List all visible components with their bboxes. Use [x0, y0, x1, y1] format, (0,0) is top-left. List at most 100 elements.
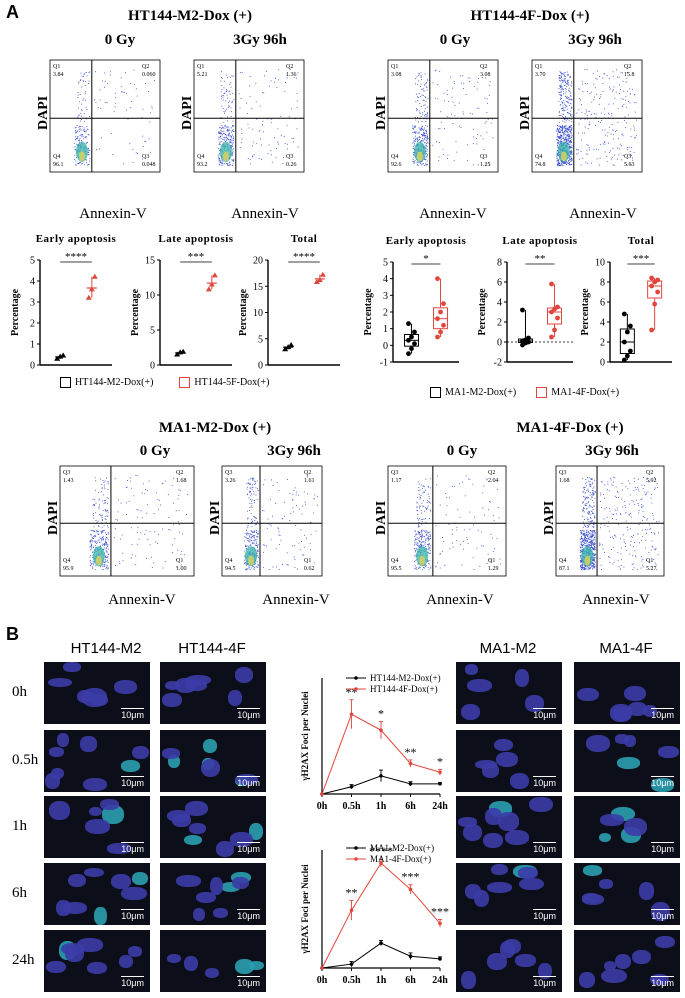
micrograph: 10μm	[574, 730, 680, 792]
event-dot	[654, 487, 656, 489]
event-dot	[568, 140, 569, 141]
event-dot	[253, 546, 255, 548]
event-dot	[418, 121, 419, 123]
event-dot	[467, 159, 468, 161]
event-dot	[485, 163, 487, 165]
event-dot	[257, 550, 259, 551]
event-dot	[428, 547, 430, 549]
event-dot	[107, 483, 109, 485]
event-dot	[588, 513, 590, 515]
event-dot	[641, 484, 643, 486]
event-dot	[115, 97, 117, 99]
event-dot	[102, 80, 103, 82]
event-dot	[223, 133, 225, 134]
event-dot	[559, 115, 561, 116]
event-dot	[568, 135, 569, 137]
event-dot	[425, 153, 427, 155]
event-dot	[102, 539, 104, 540]
event-dot	[637, 533, 639, 535]
event-dot	[427, 493, 429, 495]
event-dot	[94, 542, 96, 544]
event-dot	[476, 143, 478, 145]
event-dot	[107, 568, 109, 569]
event-dot	[567, 81, 569, 82]
event-dot	[631, 154, 632, 156]
event-dot	[567, 82, 569, 84]
event-dot	[611, 129, 613, 131]
quadrant-value: 1.17	[391, 478, 402, 484]
event-dot	[567, 131, 569, 132]
event-dot	[608, 113, 610, 115]
data-point	[649, 275, 655, 281]
event-dot	[594, 538, 596, 540]
event-dot	[257, 536, 259, 537]
event-dot	[415, 137, 417, 139]
event-dot	[430, 510, 431, 512]
event-dot	[81, 103, 82, 105]
event-dot	[558, 141, 560, 143]
event-dot	[259, 105, 261, 107]
plot-frame	[221, 465, 323, 577]
event-dot	[567, 128, 569, 130]
event-dot	[101, 540, 103, 542]
event-dot	[594, 549, 595, 551]
event-dot	[564, 75, 565, 77]
event-dot	[596, 148, 597, 150]
event-dot	[569, 159, 570, 161]
event-dot	[558, 78, 560, 80]
event-dot	[227, 134, 229, 136]
event-dot	[414, 544, 415, 546]
event-dot	[86, 159, 87, 161]
event-dot	[253, 491, 255, 493]
event-dot	[474, 516, 476, 518]
event-dot	[146, 504, 148, 506]
event-dot	[108, 533, 110, 535]
event-dot	[415, 550, 417, 551]
event-dot	[612, 103, 614, 105]
event-dot	[585, 479, 587, 480]
event-dot	[477, 133, 479, 135]
data-point	[621, 311, 627, 317]
event-dot	[652, 514, 654, 516]
event-dot	[584, 487, 585, 489]
data-point	[552, 327, 557, 333]
event-dot	[592, 560, 594, 561]
event-dot	[103, 569, 105, 571]
event-dot	[417, 139, 419, 141]
event-dot	[589, 567, 590, 569]
event-dot	[597, 70, 598, 72]
event-dot	[271, 161, 273, 163]
event-dot	[92, 505, 94, 507]
event-dot	[611, 158, 612, 160]
event-dot	[99, 514, 101, 515]
event-dot	[469, 81, 471, 82]
event-dot	[557, 133, 559, 135]
event-dot	[585, 539, 587, 541]
event-dot	[586, 530, 588, 532]
event-dot	[582, 534, 584, 536]
x-tick-label: 0.5h	[342, 975, 361, 986]
event-dot	[480, 531, 482, 533]
event-dot	[239, 71, 241, 73]
event-dot	[590, 546, 592, 548]
event-dot	[465, 94, 467, 95]
event-dot	[580, 530, 582, 532]
data-point	[91, 273, 98, 279]
event-dot	[249, 483, 251, 485]
event-dot	[421, 536, 423, 538]
event-dot	[613, 476, 615, 478]
event-dot	[570, 113, 571, 115]
event-dot	[91, 562, 92, 564]
event-dot	[83, 98, 85, 100]
event-dot	[582, 83, 583, 85]
event-dot	[415, 78, 417, 80]
event-dot	[106, 567, 107, 568]
event-dot	[419, 138, 420, 140]
event-dot	[567, 97, 568, 99]
event-dot	[257, 555, 259, 557]
quadrant-label: Q2	[304, 470, 311, 476]
event-dot	[246, 545, 247, 547]
event-dot	[269, 524, 271, 525]
event-dot	[75, 131, 77, 133]
event-dot	[592, 535, 594, 536]
